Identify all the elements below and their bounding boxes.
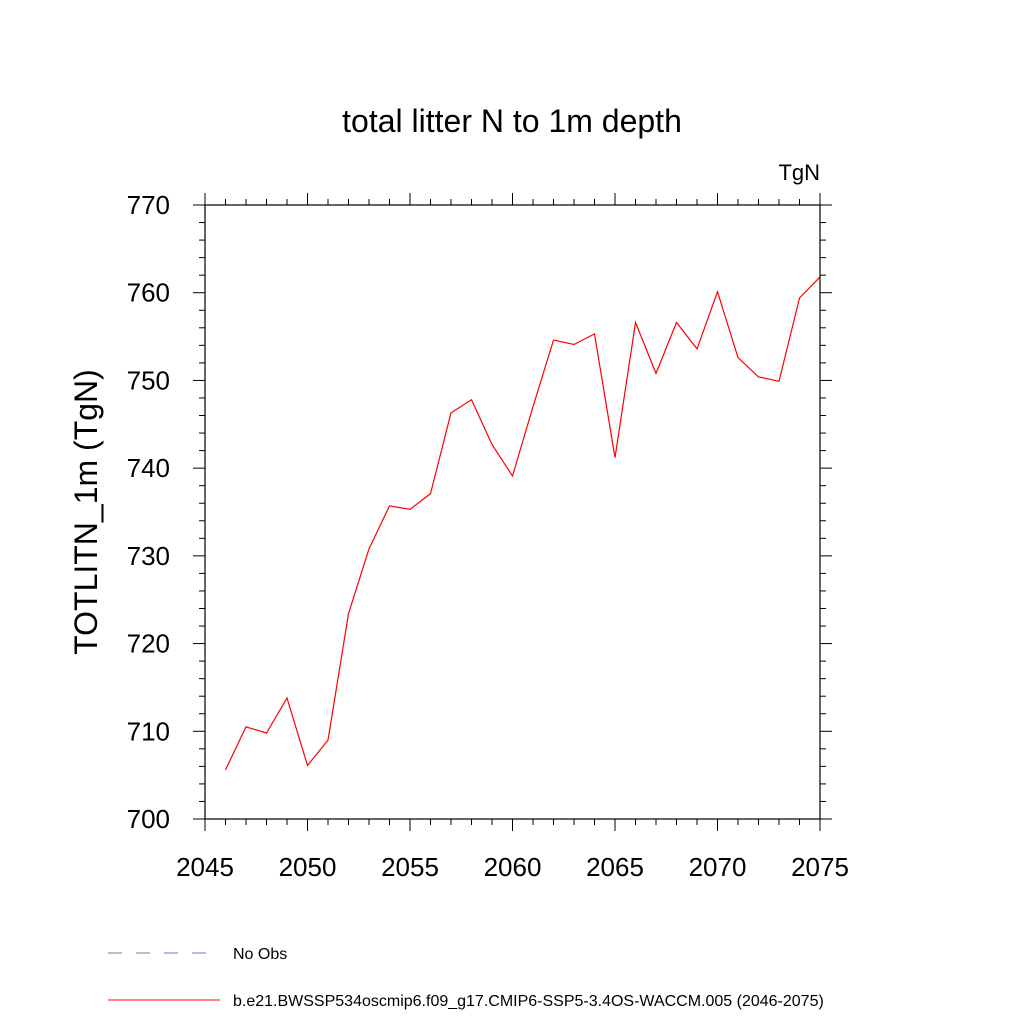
y-tick-labels: 700 710 720 730 740 750 760 770 — [127, 190, 170, 834]
x-tick-label: 2045 — [176, 852, 234, 882]
chart-title: total litter N to 1m depth — [342, 103, 682, 139]
y-tick-label: 710 — [127, 716, 170, 746]
legend-label-model: b.e21.BWSSP534oscmip6.f09_g17.CMIP6-SSP5… — [233, 993, 824, 1010]
legend: No Obs b.e21.BWSSP534oscmip6.f09_g17.CMI… — [108, 946, 824, 1010]
y-tick-label: 720 — [127, 629, 170, 659]
x-tick-label: 2050 — [279, 852, 337, 882]
y-tick-label: 740 — [127, 453, 170, 483]
x-tick-labels: 2045 2050 2055 2060 2065 2070 2075 — [176, 852, 849, 882]
x-tick-label: 2065 — [586, 852, 644, 882]
units-label: TgN — [778, 160, 820, 185]
series-line — [224, 276, 821, 771]
legend-label-no-obs: No Obs — [233, 946, 287, 963]
y-tick-label: 770 — [127, 190, 170, 220]
y-axis-label: TOTLITN_1m (TgN) — [68, 369, 104, 655]
plot-frame — [204, 204, 821, 820]
y-tick-label: 750 — [127, 365, 170, 395]
x-tick-label: 2070 — [689, 852, 747, 882]
tick-layer — [193, 193, 832, 831]
x-tick-label: 2060 — [484, 852, 542, 882]
y-tick-label: 700 — [127, 804, 170, 834]
series-layer — [224, 276, 821, 771]
x-tick-label: 2055 — [381, 852, 439, 882]
y-tick-label: 760 — [127, 278, 170, 308]
x-tick-label: 2075 — [791, 852, 849, 882]
y-tick-label: 730 — [127, 541, 170, 571]
